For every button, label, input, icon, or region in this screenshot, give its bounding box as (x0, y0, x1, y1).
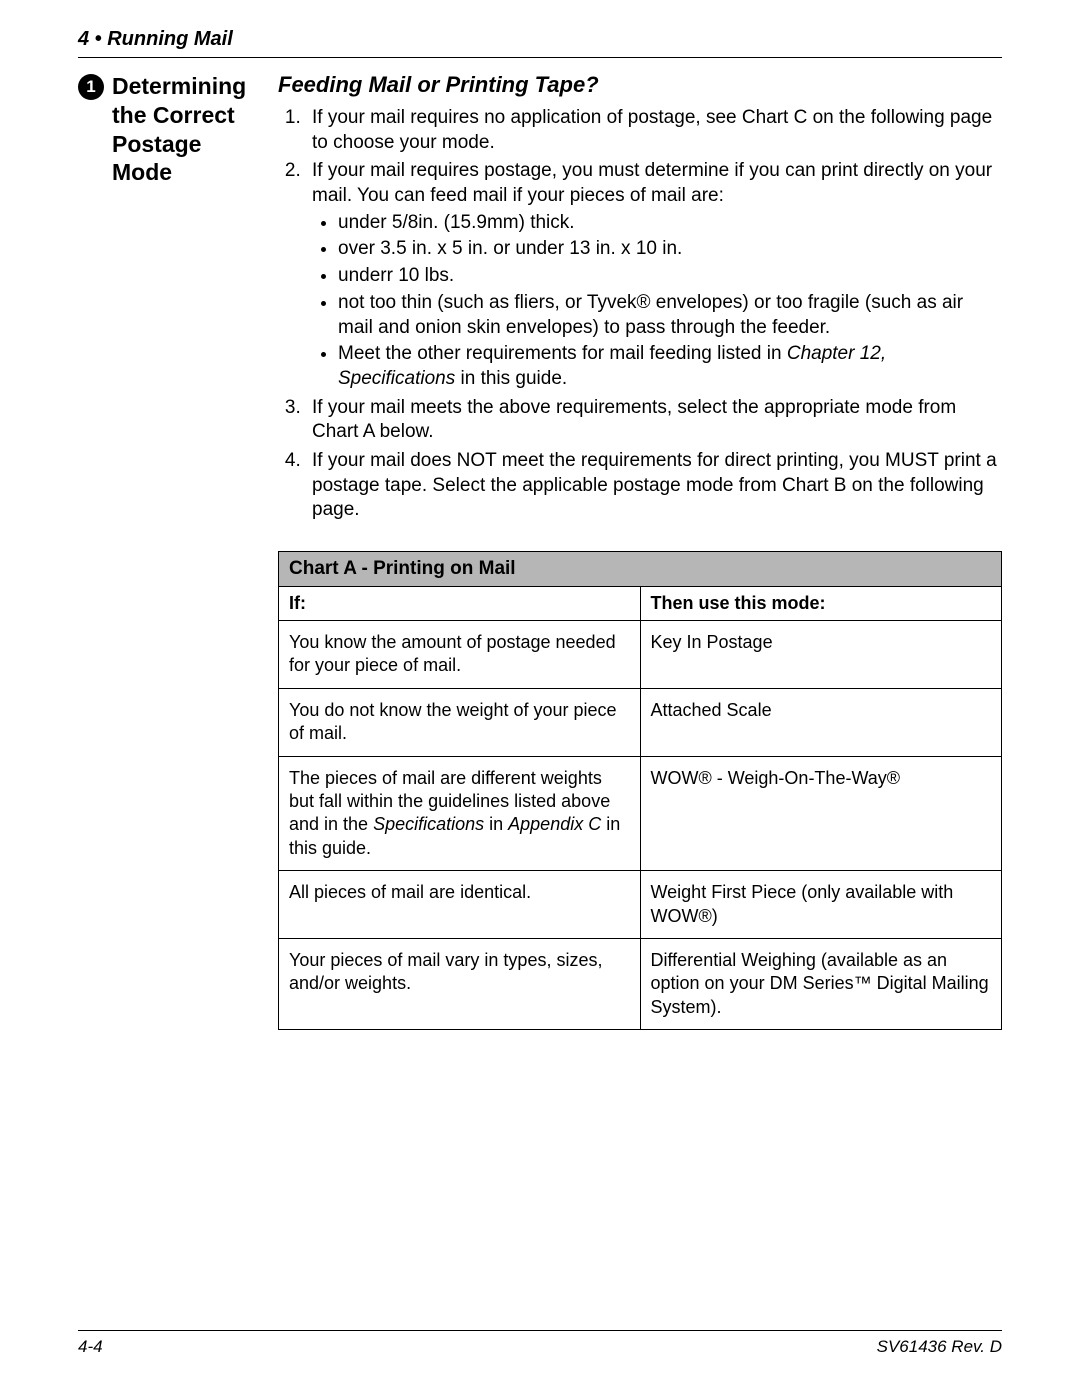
section-heading: 1 Determining the Correct Postage Mode (78, 72, 268, 187)
bullet-item: not too thin (such as fliers, or Tyvek® … (338, 291, 1002, 340)
table-header-row: If: Then use this mode: (279, 587, 1002, 621)
bullet-item: Meet the other requirements for mail fee… (338, 342, 1002, 391)
table-row: The pieces of mail are different weights… (279, 756, 1002, 871)
content-row: 1 Determining the Correct Postage Mode F… (78, 72, 1002, 1030)
table-row: You know the amount of postage needed fo… (279, 621, 1002, 689)
header-rule (78, 57, 1002, 58)
bullet-item: underr 10 lbs. (338, 264, 1002, 289)
table-row: You do not know the weight of your piece… (279, 688, 1002, 756)
title-line: Determining (112, 73, 246, 99)
numbered-list: If your mail requires no application of … (278, 106, 1002, 523)
title-line: Mode (112, 159, 172, 185)
table-title: Chart A - Printing on Mail (279, 552, 1002, 587)
cell-then: Weight First Piece (only available with … (640, 871, 1002, 939)
title-line: the Correct (112, 102, 235, 128)
cell-then: Key In Postage (640, 621, 1002, 689)
cell-then: WOW® - Weigh-On-The-Way® (640, 756, 1002, 871)
left-column: 1 Determining the Correct Postage Mode (78, 72, 278, 1030)
chart-a-table: Chart A - Printing on Mail If: Then use … (278, 551, 1002, 1030)
list-item: If your mail meets the above requirement… (306, 396, 1002, 445)
footer-row: 4-4 SV61436 Rev. D (78, 1337, 1002, 1357)
step-badge: 1 (78, 74, 104, 100)
col-header-if: If: (279, 587, 641, 621)
table-row: Your pieces of mail vary in types, sizes… (279, 938, 1002, 1029)
table-title-row: Chart A - Printing on Mail (279, 552, 1002, 587)
page-number: 4-4 (78, 1337, 103, 1357)
running-head: 4 • Running Mail (78, 28, 1002, 51)
cell-text: in (484, 814, 508, 834)
footer-rule (78, 1330, 1002, 1331)
list-item: If your mail requires postage, you must … (306, 159, 1002, 391)
bullet-list: under 5/8in. (15.9mm) thick. over 3.5 in… (312, 211, 1002, 392)
cell-if: All pieces of mail are identical. (279, 871, 641, 939)
page: 4 • Running Mail 1 Determining the Corre… (0, 0, 1080, 1397)
section-title: Determining the Correct Postage Mode (112, 72, 246, 187)
cell-if: Your pieces of mail vary in types, sizes… (279, 938, 641, 1029)
list-item-lead: If your mail requires postage, you must … (312, 160, 992, 206)
title-line: Postage (112, 131, 201, 157)
table-row: All pieces of mail are identical. Weight… (279, 871, 1002, 939)
col-header-then: Then use this mode: (640, 587, 1002, 621)
list-item: If your mail requires no application of … (306, 106, 1002, 155)
cell-then: Differential Weighing (available as an o… (640, 938, 1002, 1029)
bullet-text: Meet the other requirements for mail fee… (338, 343, 787, 364)
list-item: If your mail does NOT meet the requireme… (306, 449, 1002, 523)
cell-emphasis: Appendix C (508, 814, 601, 834)
bullet-item: under 5/8in. (15.9mm) thick. (338, 211, 1002, 236)
cell-if: You know the amount of postage needed fo… (279, 621, 641, 689)
right-column: Feeding Mail or Printing Tape? If your m… (278, 72, 1002, 1030)
page-footer: 4-4 SV61436 Rev. D (78, 1322, 1002, 1357)
bullet-item: over 3.5 in. x 5 in. or under 13 in. x 1… (338, 237, 1002, 262)
doc-id: SV61436 Rev. D (877, 1337, 1002, 1357)
bullet-text: in this guide. (455, 368, 567, 389)
cell-then: Attached Scale (640, 688, 1002, 756)
subheading: Feeding Mail or Printing Tape? (278, 72, 1002, 98)
cell-if: The pieces of mail are different weights… (279, 756, 641, 871)
cell-if: You do not know the weight of your piece… (279, 688, 641, 756)
cell-emphasis: Specifications (373, 814, 484, 834)
